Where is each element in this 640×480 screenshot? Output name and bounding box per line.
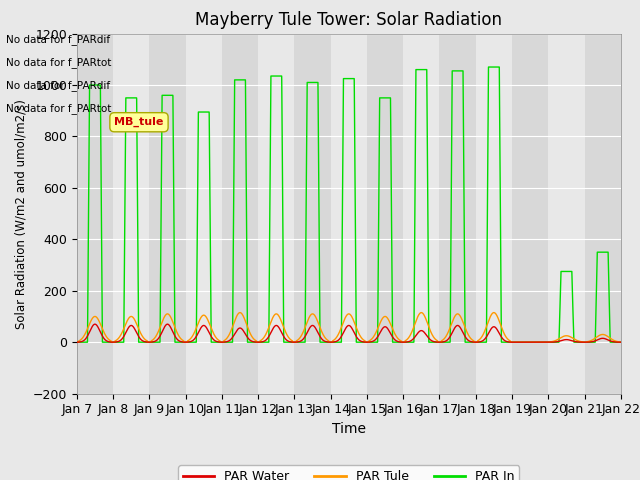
Title: Mayberry Tule Tower: Solar Radiation: Mayberry Tule Tower: Solar Radiation [195, 11, 502, 29]
Bar [476, 34, 512, 394]
Text: No data for f_PARtot: No data for f_PARtot [6, 103, 112, 114]
Bar [403, 34, 440, 394]
Bar [331, 34, 367, 394]
Bar [258, 34, 294, 394]
Bar [186, 34, 222, 394]
Text: No data for f_PARdif: No data for f_PARdif [6, 34, 111, 45]
Y-axis label: Solar Radiation (W/m2 and umol/m2/s): Solar Radiation (W/m2 and umol/m2/s) [14, 99, 27, 328]
Legend: PAR Water, PAR Tule, PAR In: PAR Water, PAR Tule, PAR In [178, 465, 520, 480]
Text: No data for f_PARtot: No data for f_PARtot [6, 57, 112, 68]
Bar [113, 34, 149, 394]
Text: MB_tule: MB_tule [115, 117, 164, 127]
X-axis label: Time: Time [332, 422, 366, 436]
Bar [548, 34, 584, 394]
Text: No data for f_PARdif: No data for f_PARdif [6, 80, 111, 91]
